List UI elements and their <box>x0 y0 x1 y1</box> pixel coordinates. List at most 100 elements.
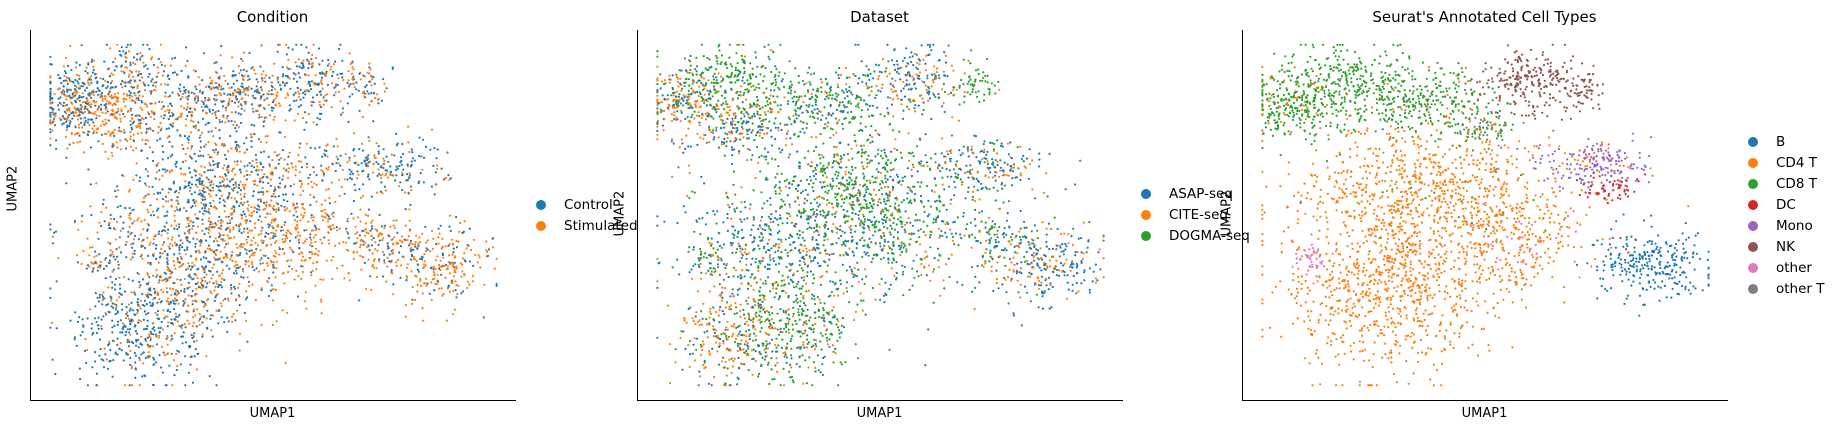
scatter-point <box>770 135 773 138</box>
scatter-point <box>444 276 447 279</box>
scatter-point <box>341 111 344 114</box>
scatter-point <box>219 258 222 261</box>
scatter-point <box>440 273 443 276</box>
scatter-point <box>157 318 160 321</box>
scatter-point <box>750 263 753 266</box>
scatter-point <box>685 134 688 137</box>
scatter-point <box>324 212 327 215</box>
scatter-point <box>149 263 152 266</box>
scatter-point <box>317 250 320 253</box>
scatter-point <box>272 266 276 269</box>
scatter-point <box>974 69 978 72</box>
scatter-point <box>119 53 122 57</box>
scatter-point <box>97 140 100 143</box>
scatter-point <box>806 342 809 346</box>
scatter-point <box>66 88 69 91</box>
scatter-point <box>122 97 125 100</box>
scatter-point <box>495 257 498 260</box>
scatter-point <box>841 89 844 92</box>
scatter-point <box>723 126 726 129</box>
scatter-point <box>206 309 209 312</box>
scatter-point <box>104 103 107 106</box>
scatter-point <box>210 292 213 295</box>
scatter-point <box>245 238 248 241</box>
scatter-point <box>220 85 223 88</box>
scatter-point <box>246 164 249 167</box>
scatter-point <box>738 150 741 153</box>
scatter-point <box>87 82 90 85</box>
scatter-point <box>102 198 105 201</box>
scatter-point <box>850 147 853 150</box>
scatter-point <box>164 200 167 203</box>
scatter-point <box>656 215 659 218</box>
scatter-point <box>773 75 776 78</box>
scatter-point <box>51 97 54 100</box>
scatter-point <box>743 275 746 278</box>
scatter-point <box>939 234 942 237</box>
scatter-point <box>227 103 230 106</box>
scatter-point <box>230 187 233 191</box>
scatter-point <box>167 95 170 98</box>
scatter-point <box>128 188 131 191</box>
scatter-point <box>989 141 992 144</box>
scatter-point <box>238 204 241 208</box>
scatter-point <box>359 208 362 211</box>
scatter-point <box>377 150 380 153</box>
scatter-point <box>138 358 142 362</box>
scatter-point <box>912 64 915 67</box>
scatter-point <box>180 105 183 108</box>
legend-marker <box>536 199 546 210</box>
scatter-point <box>855 105 858 108</box>
scatter-point <box>401 241 404 244</box>
scatter-point <box>312 43 315 46</box>
scatter-point <box>98 296 101 299</box>
scatter-point <box>896 231 899 234</box>
scatter-point <box>247 75 250 78</box>
scatter-point <box>451 253 454 256</box>
scatter-point <box>77 82 80 85</box>
scatter-point <box>188 230 191 233</box>
scatter-point <box>227 171 230 174</box>
scatter-point <box>277 195 280 198</box>
scatter-point <box>104 150 107 153</box>
scatter-point <box>213 97 216 100</box>
scatter-point <box>129 43 132 46</box>
scatter-point <box>188 322 191 325</box>
scatter-point <box>265 141 268 144</box>
scatter-point <box>914 87 917 90</box>
scatter-point <box>766 276 770 279</box>
scatter-point <box>160 127 163 130</box>
scatter-point <box>212 250 215 254</box>
scatter-point <box>359 220 362 223</box>
scatter-point <box>239 160 242 163</box>
scatter-point <box>127 81 130 84</box>
scatter-point <box>389 225 392 228</box>
scatter-point <box>241 86 244 89</box>
scatter-point <box>817 230 820 233</box>
scatter-point <box>776 95 779 98</box>
scatter-point <box>141 108 144 111</box>
scatter-point <box>361 255 364 258</box>
scatter-point <box>115 306 118 309</box>
scatter-point <box>275 239 278 243</box>
scatter-point <box>182 173 185 176</box>
scatter-point <box>814 366 817 369</box>
scatter-point <box>1012 256 1015 259</box>
scatter-point <box>222 100 225 103</box>
scatter-point <box>91 58 94 61</box>
scatter-point <box>66 90 69 93</box>
scatter-point <box>408 172 411 175</box>
scatter-point <box>129 328 132 331</box>
scatter-point <box>779 327 782 330</box>
scatter-point <box>132 75 135 78</box>
scatter-point <box>125 98 128 101</box>
scatter-point <box>950 175 953 178</box>
scatter-point <box>144 194 147 197</box>
scatter-point <box>266 212 269 215</box>
scatter-point <box>237 112 240 115</box>
scatter-point <box>139 106 142 109</box>
scatter-point <box>822 244 825 247</box>
scatter-point <box>218 215 221 218</box>
scatter-point <box>277 102 280 105</box>
scatter-point <box>157 336 160 339</box>
